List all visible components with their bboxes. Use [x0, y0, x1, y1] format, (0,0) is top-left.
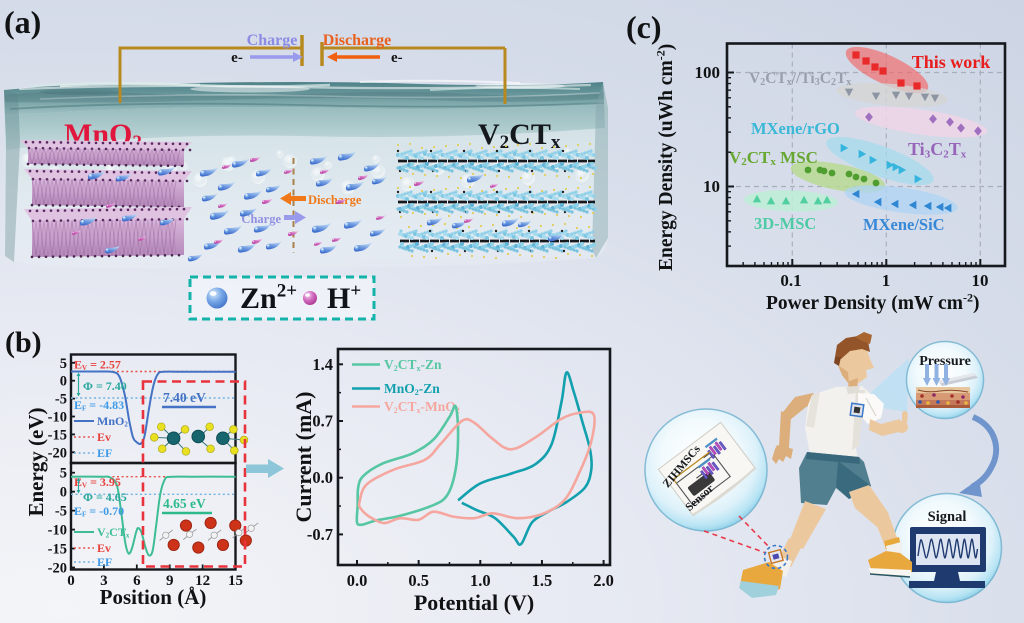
svg-text:Position (Å): Position (Å): [100, 585, 207, 609]
svg-text:This work: This work: [912, 52, 991, 72]
svg-text:V2CTx-Zn: V2CTx-Zn: [384, 357, 442, 373]
svg-text:100: 100: [695, 63, 721, 82]
svg-text:-0.7: -0.7: [307, 525, 333, 544]
svg-text:EV = 2.57: EV = 2.57: [74, 358, 121, 373]
svg-text:-10: -10: [48, 410, 67, 426]
svg-text:EF: EF: [97, 446, 112, 460]
svg-text:V2CTx//Ti3C2Tx: V2CTx//Ti3C2Tx: [749, 70, 851, 88]
svg-text:(b): (b): [5, 326, 42, 359]
svg-text:Potential (V): Potential (V): [414, 590, 534, 615]
svg-text:H+: H+: [327, 281, 361, 315]
svg-text:-15: -15: [48, 427, 67, 443]
svg-text:0: 0: [67, 573, 75, 589]
svg-text:10: 10: [703, 177, 720, 196]
svg-text:4.65 eV: 4.65 eV: [163, 496, 206, 511]
svg-text:V2CTx MSC: V2CTx MSC: [729, 148, 818, 168]
svg-text:MXene/rGO: MXene/rGO: [751, 119, 840, 138]
svg-text:Current (mA): Current (mA): [291, 392, 316, 523]
svg-text:Energy (eV): Energy (eV): [24, 407, 48, 516]
svg-text:5: 5: [60, 466, 67, 482]
svg-text:e-: e-: [231, 50, 243, 66]
svg-text:Charge: Charge: [241, 212, 281, 226]
svg-text:-10: -10: [48, 523, 67, 539]
svg-text:10: 10: [972, 271, 989, 290]
svg-text:1.5: 1.5: [532, 571, 553, 590]
svg-text:0.5: 0.5: [408, 571, 429, 590]
svg-text:5: 5: [60, 356, 67, 372]
svg-text:Φ = 7.40: Φ = 7.40: [83, 379, 127, 393]
svg-text:V2CTx: V2CTx: [97, 525, 130, 540]
svg-text:Discharge: Discharge: [323, 32, 391, 49]
svg-text:Discharge: Discharge: [308, 193, 362, 207]
svg-text:V2CTx: V2CTx: [478, 118, 561, 153]
svg-text:-5: -5: [55, 392, 67, 408]
svg-text:Signal: Signal: [928, 509, 967, 525]
svg-text:3: 3: [100, 573, 108, 589]
svg-text:0.0: 0.0: [312, 468, 333, 487]
svg-text:MnO2: MnO2: [97, 414, 128, 429]
svg-text:(c): (c): [626, 9, 662, 45]
svg-text:3D-MSC: 3D-MSC: [754, 214, 816, 233]
svg-text:V2CTx-MnO2: V2CTx-MnO2: [384, 399, 460, 415]
svg-text:-15: -15: [48, 542, 67, 558]
svg-text:0.1: 0.1: [780, 271, 801, 290]
svg-text:6: 6: [133, 573, 141, 589]
svg-text:Zn2+: Zn2+: [240, 281, 297, 315]
svg-text:EV = 3.95: EV = 3.95: [74, 475, 121, 490]
svg-text:MXene/SiC: MXene/SiC: [863, 215, 945, 234]
svg-text:Energy Density (uWh cm-2): Energy Density (uWh cm-2): [654, 44, 677, 271]
svg-text:0.0: 0.0: [347, 571, 368, 590]
svg-text:Ti3C2Tx: Ti3C2Tx: [908, 139, 967, 160]
svg-text:Charge: Charge: [247, 32, 298, 49]
svg-text:0: 0: [60, 485, 67, 501]
svg-text:15: 15: [228, 573, 243, 589]
svg-text:Ev: Ev: [97, 541, 111, 555]
svg-text:2.0: 2.0: [593, 571, 614, 590]
svg-text:1.0: 1.0: [470, 571, 491, 590]
svg-text:-5: -5: [55, 504, 67, 520]
svg-text:MnO2-Zn: MnO2-Zn: [384, 381, 440, 397]
svg-text:12: 12: [195, 573, 210, 589]
svg-text:1.4: 1.4: [312, 355, 333, 374]
svg-text:EF: EF: [97, 555, 112, 569]
svg-text:-20: -20: [48, 561, 67, 577]
svg-text:(a): (a): [4, 4, 41, 40]
svg-text:0.7: 0.7: [312, 412, 333, 431]
svg-text:EF = -0.70: EF = -0.70: [74, 504, 124, 519]
svg-text:-20: -20: [48, 445, 67, 461]
svg-text:9: 9: [166, 573, 174, 589]
svg-text:e-: e-: [391, 50, 403, 66]
svg-text:Ev: Ev: [97, 430, 111, 444]
svg-text:7.40 eV: 7.40 eV: [163, 390, 206, 405]
svg-text:0: 0: [60, 374, 67, 390]
svg-text:Power Density (mW cm-2): Power Density (mW cm-2): [766, 291, 979, 314]
svg-text:Pressure: Pressure: [919, 354, 971, 369]
svg-text:1: 1: [882, 271, 891, 290]
svg-text:Φ = 4.65: Φ = 4.65: [83, 490, 127, 504]
svg-text:EF = -4.83: EF = -4.83: [74, 398, 124, 413]
